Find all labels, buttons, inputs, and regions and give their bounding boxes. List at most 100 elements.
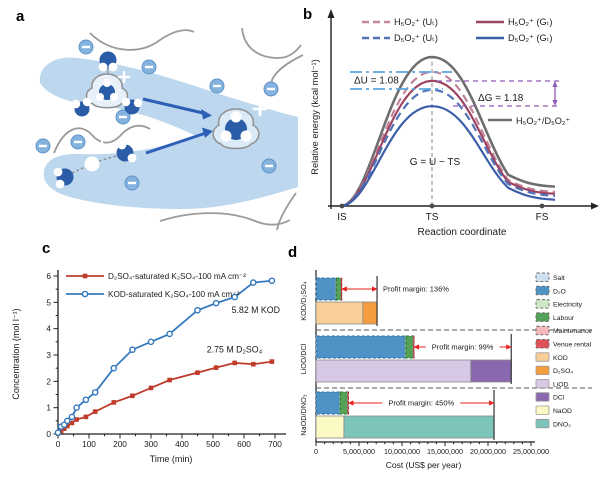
cost-segment (335, 277, 342, 301)
svg-text:D₂O: D₂O (553, 288, 566, 295)
data-point (231, 293, 238, 301)
svg-text:700: 700 (268, 439, 282, 449)
cost-segment (405, 335, 414, 359)
transfer-arrow-icon (142, 97, 213, 155)
data-point (212, 299, 220, 307)
data-point (54, 429, 62, 436)
svg-text:300: 300 (144, 439, 158, 449)
hydrated-proton-complex (85, 70, 131, 109)
hydrated-proton-complex (212, 101, 268, 150)
svg-text:2.75 M D₂SO₄: 2.75 M D₂SO₄ (207, 344, 263, 354)
svg-text:Time (min): Time (min) (150, 454, 193, 464)
energy-curve (341, 79, 556, 208)
water-molecule-icon (98, 51, 118, 72)
svg-text:DNO₃: DNO₃ (553, 421, 571, 428)
water-molecule-icon (116, 140, 137, 163)
positive-charge-icon (95, 140, 109, 154)
svg-text:5: 5 (46, 297, 51, 307)
svg-text:0: 0 (46, 429, 51, 439)
data-point (91, 389, 99, 396)
panel-d-cost-chart: 0 5,000,000 10,000,000 15,000,000 20,000,000… (299, 270, 592, 470)
panel-b-legend: H₅O₂⁺ (Uₜ) H₅O₂⁺ (Gₜ) D₅O₂⁺ (Uₜ) D₅O₂⁺ (Gₜ) (362, 17, 552, 43)
svg-text:H₅O₂⁺ (Uₜ): H₅O₂⁺ (Uₜ) (394, 17, 438, 27)
negative-charge-icon (261, 158, 277, 174)
negative-charge-icon (78, 39, 94, 55)
svg-text:0: 0 (314, 447, 318, 456)
panel-d-legend: Salt D₂O Electricity Labour Maintenance Venue… (535, 272, 592, 428)
svg-text:D₅O₂⁺ (Gₜ): D₅O₂⁺ (Gₜ) (508, 33, 552, 43)
svg-text:D₂SO₄-saturated K₂SO₄-100 mA c: D₂SO₄-saturated K₂SO₄-100 mA cm⁻² (108, 272, 246, 281)
svg-text:NaOD: NaOD (553, 408, 572, 415)
svg-text:6: 6 (46, 271, 51, 281)
series-line (57, 279, 272, 434)
svg-text:100: 100 (82, 439, 96, 449)
svg-text:KOD-saturated K₂SO₄-100 mA cm⁻: KOD-saturated K₂SO₄-100 mA cm⁻² (108, 290, 240, 299)
negative-charge-icon (209, 78, 225, 94)
energy-curve (341, 105, 556, 208)
negative-charge-icon (263, 81, 279, 97)
energy-curve (341, 70, 556, 208)
svg-text:1: 1 (46, 403, 51, 413)
negative-charge-icon (35, 138, 51, 154)
data-point (61, 426, 67, 432)
svg-text:NaOD/DNO₃: NaOD/DNO₃ (299, 394, 308, 436)
svg-text:FS: FS (536, 212, 549, 223)
cost-segment (316, 391, 341, 415)
legend-swatch (535, 378, 550, 389)
data-point (82, 396, 90, 404)
positive-charge-icon (117, 70, 131, 84)
legend-swatch (535, 352, 550, 362)
negative-charge-icon (124, 175, 140, 191)
svg-text:5,000,000: 5,000,000 (343, 447, 375, 456)
revenue-segment (362, 301, 378, 325)
svg-text:Labour: Labour (553, 315, 575, 322)
svg-text:Electricity: Electricity (553, 302, 583, 309)
svg-text:20,000,000: 20,000,000 (470, 447, 506, 456)
legend-swatch (535, 325, 550, 336)
legend-swatch (535, 312, 550, 322)
proton-transfer-chain (53, 140, 137, 189)
cost-segment (339, 391, 349, 415)
data-point (195, 370, 200, 375)
data-point (269, 359, 275, 364)
data-point (110, 364, 118, 372)
svg-text:D₂SO₄: D₂SO₄ (553, 368, 573, 375)
revenue-segment (315, 415, 345, 439)
svg-text:LiOD: LiOD (553, 381, 569, 388)
panel-c-legend: D₂SO₄-saturated K₂SO₄-100 mA cm⁻² KOD-sat… (66, 272, 246, 299)
svg-text:H₅O₂⁺ (Gₜ): H₅O₂⁺ (Gₜ) (508, 17, 552, 27)
svg-text:D₅O₂⁺ (Uₜ): D₅O₂⁺ (Uₜ) (394, 33, 438, 43)
legend-swatch (535, 392, 550, 402)
svg-text:Venue rental: Venue rental (553, 342, 592, 349)
svg-text:0: 0 (56, 439, 61, 449)
negative-charge-icons (35, 39, 279, 191)
data-point (69, 420, 75, 426)
revenue-segment (315, 301, 364, 325)
revenue-segment (470, 359, 512, 383)
data-point (167, 377, 172, 383)
polymer-chain-curves (53, 27, 304, 231)
svg-text:Cost (US$ per year): Cost (US$ per year) (386, 460, 462, 470)
data-point (74, 417, 79, 422)
svg-text:Salt: Salt (553, 275, 565, 282)
positive-charge-icon (252, 101, 268, 117)
panel-a-illustration (35, 27, 304, 231)
panel-b-label: b (303, 6, 313, 23)
panel-c-label: c (42, 240, 51, 257)
negative-charge-icon (115, 109, 131, 125)
negative-charge-icon (141, 59, 157, 75)
legend-swatch (535, 299, 550, 309)
data-point (194, 306, 201, 314)
data-point (65, 423, 70, 429)
svg-text:25,000,000: 25,000,000 (513, 447, 549, 456)
svg-text:TS: TS (426, 212, 439, 223)
svg-text:10,000,000: 10,000,000 (384, 447, 420, 456)
negative-charge-icon (70, 134, 86, 150)
svg-text:15,000,000: 15,000,000 (427, 447, 463, 456)
svg-text:KOD/D₂SO₄: KOD/D₂SO₄ (299, 281, 308, 320)
legend-swatch (535, 285, 550, 296)
data-point (129, 346, 136, 354)
svg-text:H₅O₂⁺/D₅O₂⁺: H₅O₂⁺/D₅O₂⁺ (516, 116, 570, 126)
cost-segment (316, 277, 337, 301)
water-molecule-icon (71, 97, 92, 117)
